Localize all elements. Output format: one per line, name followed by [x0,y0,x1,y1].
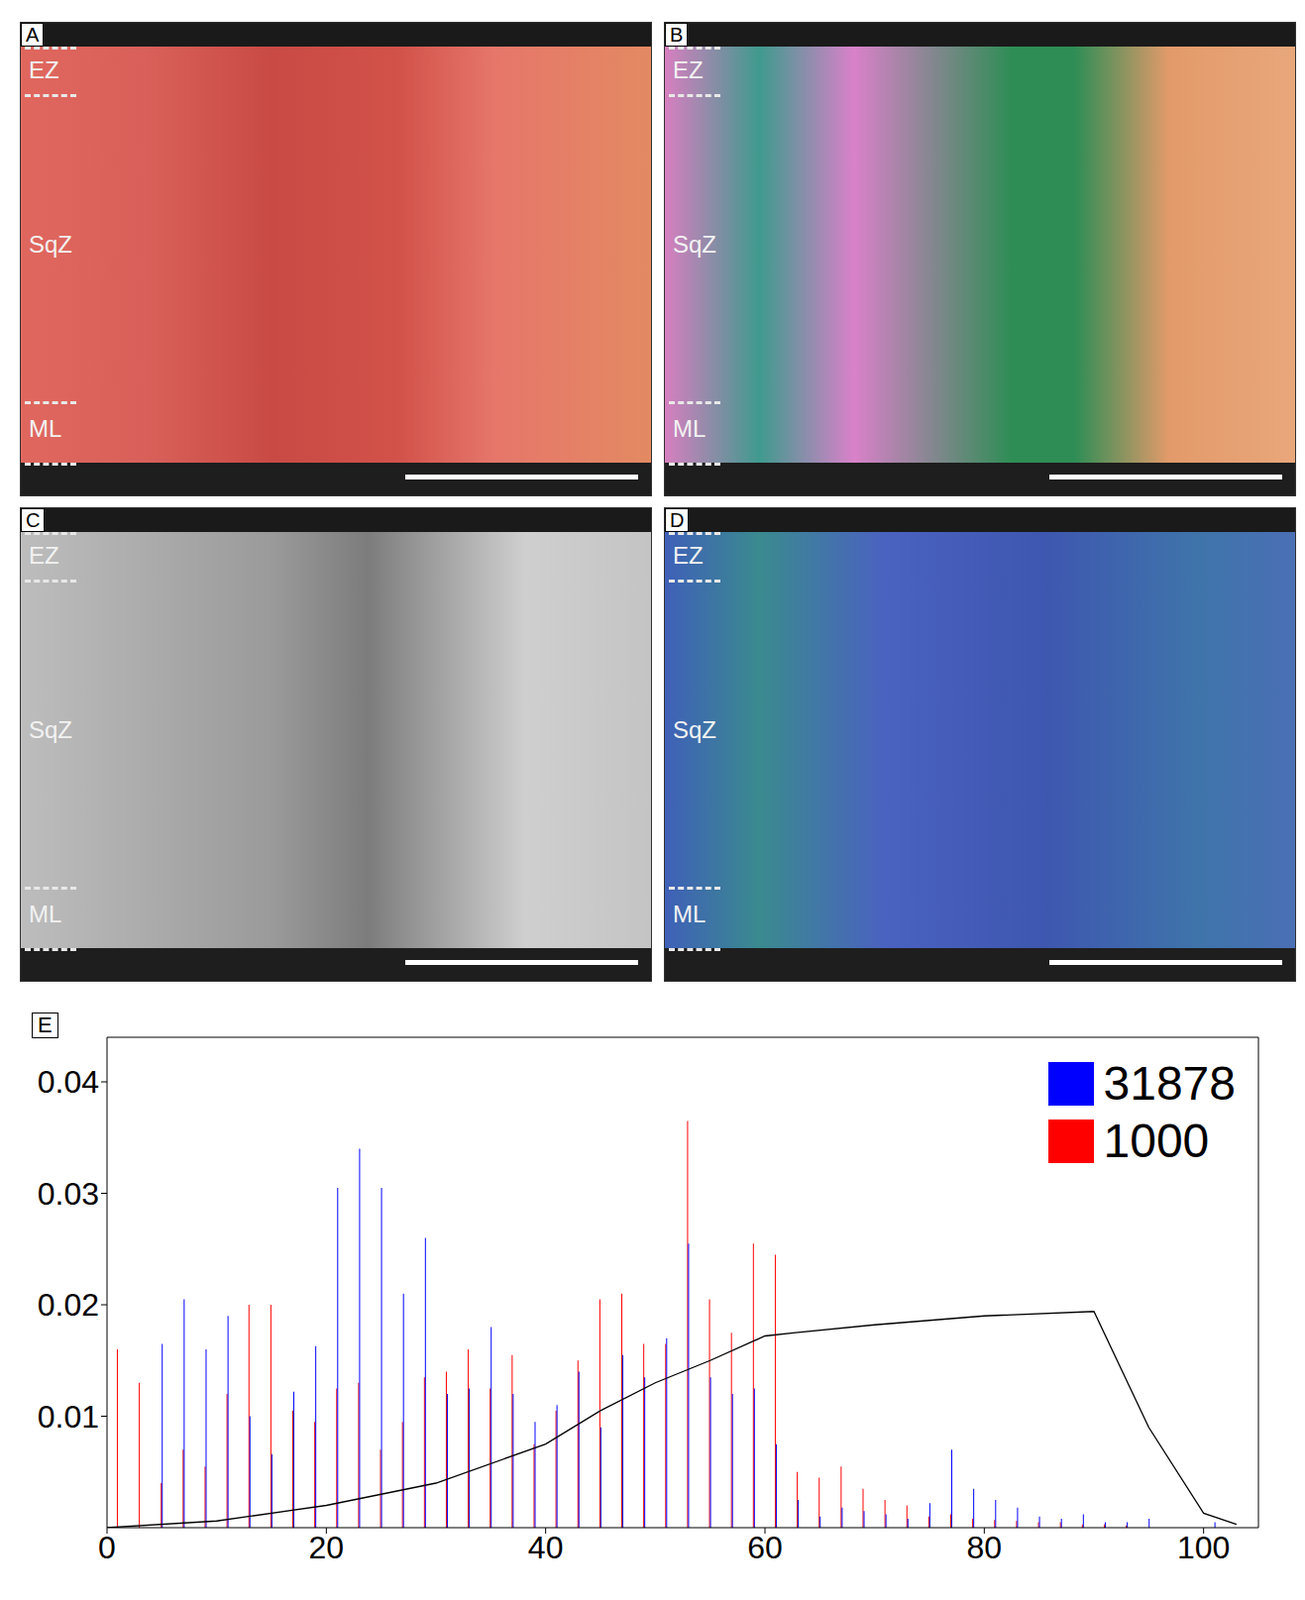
svg-text:0.03: 0.03 [37,1176,100,1212]
html-text:ML: ML [672,415,706,443]
html-text:SqZ: SqZ [672,716,717,744]
html-text:B: B [669,23,684,46]
svg-text:80: 80 [967,1529,1003,1566]
html-text:EZ: EZ [28,541,60,569]
svg-text:0.02: 0.02 [37,1287,100,1323]
html-text:1000: 1000 [1103,1114,1210,1168]
html-text:31878: 31878 [1103,1057,1236,1110]
html-text:EZ: EZ [672,56,704,83]
html-text:C: C [25,509,41,532]
svg-text:0: 0 [98,1529,116,1566]
html-text:ML: ML [28,900,62,928]
html-text:SqZ: SqZ [28,716,73,744]
html-text:E: E [37,1012,53,1038]
html-text:SqZ: SqZ [28,231,73,258]
html-text:EZ: EZ [672,541,704,569]
html-text:EZ: EZ [28,56,60,83]
svg-text:40: 40 [528,1529,564,1566]
svg-text:20: 20 [309,1529,345,1566]
svg-text:60: 60 [747,1529,783,1566]
html-text:SqZ: SqZ [672,231,717,258]
html-text:A: A [25,23,39,46]
svg-text:0.04: 0.04 [37,1064,100,1100]
html-text:D: D [669,509,685,532]
svg-text:0.01: 0.01 [37,1399,100,1435]
svg-text:100: 100 [1177,1529,1230,1566]
html-text:ML: ML [28,415,62,443]
html-text:ML: ML [672,900,706,928]
